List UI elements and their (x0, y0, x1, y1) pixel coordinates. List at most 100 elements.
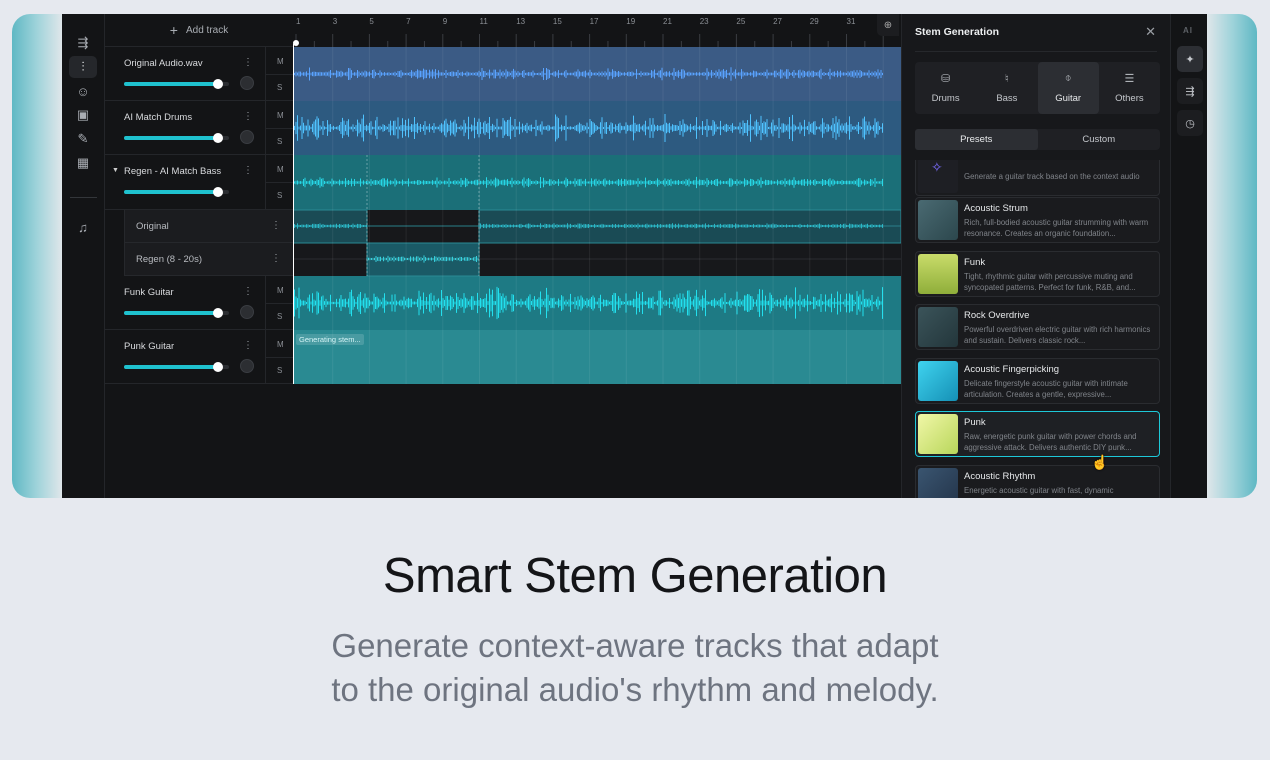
track-headers: + Add track Original Audio.wav ⋮ M S AI Mat… (105, 14, 294, 498)
zoom-in-icon[interactable]: ⊕ (877, 14, 899, 36)
solo-button[interactable]: S (277, 83, 283, 92)
ruler-tick: 9 (442, 17, 448, 26)
ruler-tick: 19 (626, 17, 636, 26)
volume-slider[interactable] (124, 187, 229, 197)
preset-thumbnail (918, 414, 958, 455)
sparkle-icon[interactable]: ✦ (1177, 46, 1203, 72)
more-icon[interactable]: ⋮ (243, 340, 253, 351)
preset-card[interactable]: Acoustic Fingerpicking Delicate fingerst… (915, 357, 1160, 404)
ruler-tick: 15 (552, 17, 562, 26)
category-bass[interactable]: ♮ Bass (996, 73, 1018, 104)
hero-title: Smart Stem Generation (382, 549, 888, 603)
track-header: Original Audio.wav ⋮ M S (105, 47, 294, 101)
more-icon[interactable]: ⋮ (243, 165, 253, 176)
ruler-tick: 11 (479, 17, 488, 26)
preset-description: Tight, rhythmic guitar with percussive m… (964, 271, 1136, 292)
volume-slider[interactable] (124, 362, 229, 372)
take-row[interactable]: Regen (8 - 20s) ⋮ (124, 243, 293, 276)
share-flow-icon[interactable]: ⇶ (1177, 78, 1203, 104)
preset-card[interactable]: Punk Raw, energetic punk guitar with pow… (915, 411, 1160, 458)
pan-knob[interactable] (240, 305, 254, 319)
more-icon[interactable]: ⋮ (243, 111, 253, 122)
more-icon[interactable]: ⋮ (271, 220, 281, 231)
timeline-ruler[interactable]: 1 3 5 7 9 11 13 15 17 19 21 23 25 27 29 31 (293, 14, 901, 47)
preset-description: Rich, full-bodied acoustic guitar strumm… (964, 218, 1149, 238)
tab-presets[interactable]: Presets (915, 129, 1038, 150)
waveform (293, 176, 883, 189)
playlist-music-icon[interactable]: ♫ (78, 219, 88, 235)
drum-icon: ⛁ (941, 73, 951, 85)
preset-card[interactable]: Acoustic Rhythm Energetic acoustic guita… (915, 465, 1160, 498)
category-others[interactable]: ☰ Others (1115, 73, 1144, 104)
waveform (293, 67, 883, 81)
mute-button[interactable]: M (277, 286, 284, 295)
speaker-icon[interactable]: ▣ (76, 107, 90, 122)
preset-card[interactable]: ✧ Generate a guitar track based on the c… (915, 160, 1160, 196)
ruler-tick: 7 (406, 17, 411, 26)
tab-custom[interactable]: Custom (1082, 134, 1116, 145)
track-lane (293, 330, 901, 384)
track-name: Regen - AI Match Bass (124, 166, 222, 177)
hand-cursor-icon: ☝ (1091, 454, 1109, 470)
solo-button[interactable]: S (277, 312, 283, 321)
add-track-button[interactable]: + Add track (105, 14, 293, 47)
ruler-tick: 23 (699, 17, 709, 26)
preset-title: Punk (964, 417, 986, 429)
preset-description: Delicate fingerstyle acoustic guitar wit… (964, 378, 1128, 399)
take-row[interactable]: Original ⋮ (124, 210, 293, 243)
preset-description: Raw, energetic punk guitar with power ch… (964, 432, 1137, 453)
preset-card[interactable]: Acoustic Strum Rich, full-bodied acousti… (915, 197, 1160, 243)
divider (70, 197, 97, 198)
mute-button[interactable]: M (277, 340, 284, 349)
preset-description: Generate a guitar track based on the con… (964, 172, 1140, 181)
mute-button[interactable]: M (277, 165, 284, 174)
ruler-tick: 31 (846, 17, 856, 26)
voice-icon[interactable]: ☺ (76, 83, 90, 99)
more-icon[interactable]: ⋮ (243, 286, 253, 297)
ruler-tick: 17 (589, 17, 599, 26)
ruler-tick: 1 (296, 17, 301, 26)
hero-subtitle: Generate context-aware tracks that adapt… (331, 627, 939, 708)
track-name: Punk Guitar (124, 341, 175, 352)
category-guitar[interactable]: ⌽ Guitar (1037, 62, 1099, 114)
waveform (293, 286, 883, 320)
guitar-icon: ⌽ (1064, 72, 1072, 84)
timeline[interactable]: 1 3 5 7 9 11 13 15 17 19 21 23 25 27 29 31 Generating s… (293, 14, 901, 498)
more-icon[interactable]: ⋮ (243, 57, 253, 68)
volume-slider[interactable] (124, 308, 229, 318)
pan-knob[interactable] (240, 359, 254, 373)
preset-card[interactable]: Funk Tight, rhythmic guitar with percuss… (915, 250, 1160, 297)
mute-button[interactable]: M (277, 111, 284, 120)
timer-icon[interactable]: ◷ (1177, 110, 1203, 136)
solo-button[interactable]: S (277, 366, 283, 375)
others-icon: ☰ (1124, 73, 1135, 85)
preset-list[interactable]: ✧ Generate a guitar track based on the c… (915, 160, 1160, 498)
more-icon[interactable]: ⋮ (271, 253, 281, 264)
preset-title: Acoustic Rhythm (964, 471, 1036, 482)
grid-icon[interactable]: ▦ (76, 155, 90, 170)
pan-knob[interactable] (240, 130, 254, 144)
preset-card[interactable]: Rock Overdrive Powerful overdriven elect… (915, 304, 1160, 351)
stem-generation-panel: Stem Generation ✕ ⛁ Drums ♮ Bass ⌽ Guitar ☰… (901, 14, 1170, 498)
ai-label: AI (1183, 26, 1193, 35)
ruler-tick: 27 (773, 17, 782, 26)
pencil-music-icon[interactable]: ✎ (77, 131, 89, 146)
bass-icon: ♮ (1004, 73, 1009, 85)
ruler-tick: 3 (332, 17, 338, 26)
solo-button[interactable]: S (277, 137, 283, 146)
track-lanes[interactable] (293, 14, 901, 498)
share-flow-icon[interactable]: ⇶ (77, 35, 89, 50)
panel-title: Stem Generation (915, 26, 1000, 38)
volume-slider[interactable] (124, 79, 229, 89)
pan-knob[interactable] (240, 76, 254, 90)
playhead-handle[interactable] (293, 40, 299, 46)
volume-slider[interactable] (124, 133, 229, 143)
close-icon[interactable]: ✕ (1145, 24, 1156, 39)
track-header: Punk Guitar ⋮ M S (105, 330, 294, 384)
caret-down-icon[interactable]: ▼ (112, 167, 119, 174)
solo-button[interactable]: S (277, 191, 283, 200)
track-name: AI Match Drums (124, 112, 193, 123)
category-drums[interactable]: ⛁ Drums (931, 73, 960, 104)
mute-button[interactable]: M (277, 57, 284, 66)
waveform-icon[interactable]: ⫶ (69, 56, 97, 78)
